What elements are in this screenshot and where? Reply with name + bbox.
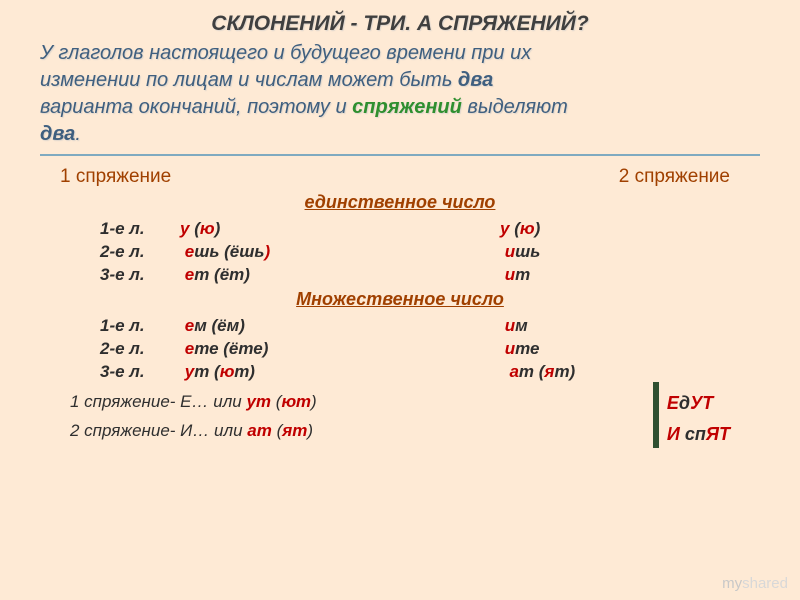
mnemonic-line1: ЕдУТ (667, 388, 730, 419)
intro-hl-spr: спряжений (352, 96, 462, 118)
summary-left: 1 спряжение- Е… или ут (ют) 2 спряжение-… (70, 388, 317, 446)
divider (40, 154, 760, 156)
singular-heading: единственное число (40, 192, 760, 213)
vertical-bar-icon (653, 382, 659, 448)
slide: СКЛОНЕНИЙ - ТРИ. А СПРЯЖЕНИЙ? У глаголов… (0, 0, 800, 600)
slide-title: СКЛОНЕНИЙ - ТРИ. А СПРЯЖЕНИЙ? (40, 12, 760, 36)
intro-line3c: выделяют (462, 96, 568, 118)
plural-heading: Множественное число (40, 289, 760, 310)
summary-right: ЕдУТ И спЯТ (653, 388, 730, 449)
cell: ем (ём) (180, 316, 500, 336)
person-label: 1-е л. (100, 316, 180, 336)
intro-dot: . (75, 123, 81, 145)
person-label: 3-е л. (100, 362, 180, 382)
col-1-header: 1 спряжение (60, 166, 171, 188)
cell: ет (ёт) (180, 265, 500, 285)
singular-rows: 1-е л. у (ю) у (ю) 2-е л. ешь (ёшь) ишь … (40, 219, 760, 285)
intro-text: У глаголов настоящего и будущего времени… (40, 40, 760, 148)
cell: ишь (500, 242, 540, 262)
table-row: 2-е л. ешь (ёшь) ишь (100, 242, 760, 262)
cell: ешь (ёшь) (180, 242, 500, 262)
cell: ут (ют) (180, 362, 500, 382)
summary-line1: 1 спряжение- Е… или ут (ют) (70, 388, 317, 417)
person-label: 2-е л. (100, 339, 180, 359)
watermark: myshared (722, 575, 788, 592)
summary-block: 1 спряжение- Е… или ут (ют) 2 спряжение-… (40, 388, 760, 449)
cell: ит (500, 265, 530, 285)
intro-line1: У глаголов настоящего и будущего времени… (40, 42, 531, 64)
cell: у (ю) (500, 219, 540, 239)
intro-line3a: варианта окончаний, поэтому и (40, 96, 352, 118)
intro-hl-dva2: два (40, 123, 75, 145)
table-row: 3-е л. ут (ют) ат (ят) (100, 362, 760, 382)
cell: ите (500, 339, 539, 359)
person-label: 3-е л. (100, 265, 180, 285)
table-row: 3-е л. ет (ёт) ит (100, 265, 760, 285)
person-label: 1-е л. (100, 219, 180, 239)
plural-rows: 1-е л. ем (ём) им 2-е л. ете (ёте) ите 3… (40, 316, 760, 382)
cell: у (ю) (180, 219, 500, 239)
table-row: 1-е л. ем (ём) им (100, 316, 760, 336)
cell: ете (ёте) (180, 339, 500, 359)
summary-line2: 2 спряжение- И… или ат (ят) (70, 417, 317, 446)
table-row: 2-е л. ете (ёте) ите (100, 339, 760, 359)
person-label: 2-е л. (100, 242, 180, 262)
col-2-header: 2 спряжение (619, 166, 730, 188)
mnemonic-line2: И спЯТ (667, 419, 730, 450)
cell: им (500, 316, 528, 336)
conjugation-headers: 1 спряжение 2 спряжение (40, 166, 760, 188)
intro-line2a: изменении по лицам и числам может быть (40, 69, 458, 91)
cell: ат (ят) (500, 362, 575, 382)
table-row: 1-е л. у (ю) у (ю) (100, 219, 760, 239)
intro-hl-dva1: два (458, 69, 493, 91)
